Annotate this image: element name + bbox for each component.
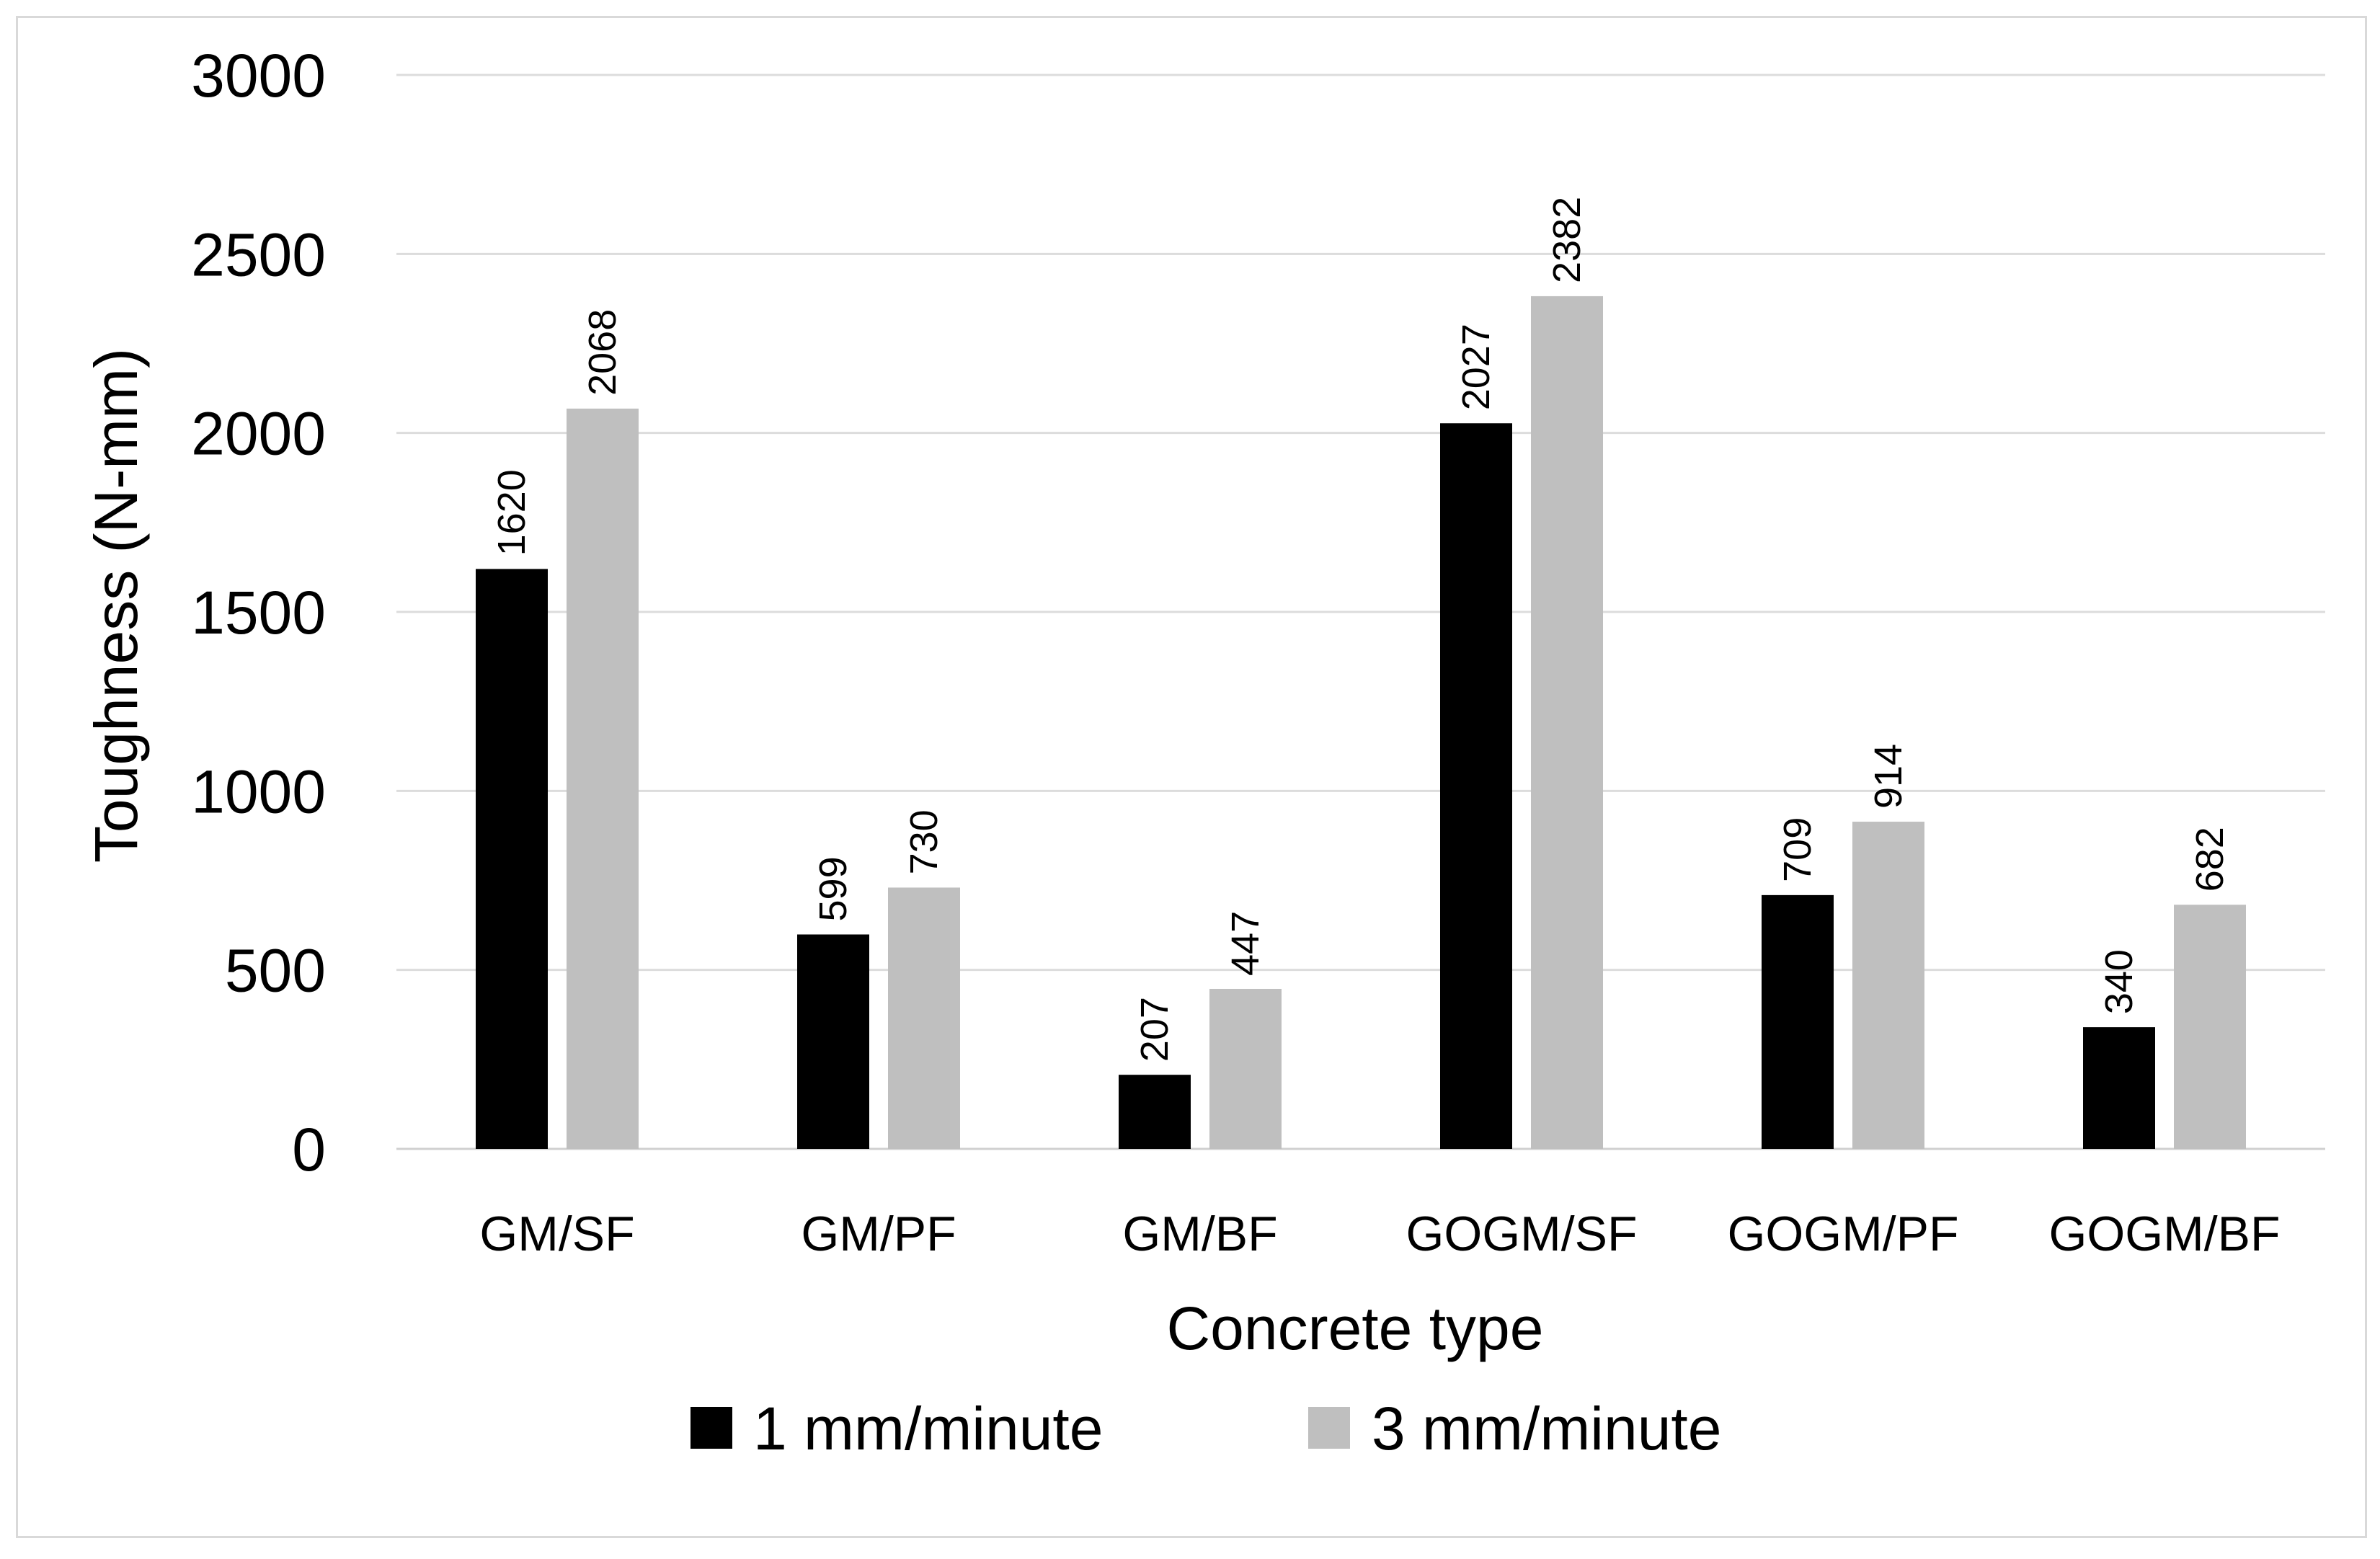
y-axis-title: Toughness (N-mm) xyxy=(82,348,150,863)
y-tick-label: 3000 xyxy=(191,42,326,110)
data-label: 447 xyxy=(1224,911,1267,976)
x-axis-categories: GM/SF GM/PF GM/BF GOGM/SF GOGM/PF GOGM/BF xyxy=(479,1207,2280,1261)
chart-frame xyxy=(16,16,2367,1538)
x-category-label: GOGM/SF xyxy=(1406,1207,1637,1261)
data-labels: 1620 2068 599 730 207 447 2027 2382 709 914 340 682 xyxy=(490,197,2232,1062)
y-tick-label: 1000 xyxy=(191,758,326,825)
bar-gm-sf-series-2 xyxy=(567,408,639,1149)
y-axis-ticks: 0 500 1000 1500 2000 2500 3000 xyxy=(191,42,326,1183)
bar-gm-pf-series-1 xyxy=(797,934,869,1149)
data-label: 340 xyxy=(2097,949,2141,1014)
y-tick-label: 0 xyxy=(292,1116,326,1183)
data-label: 730 xyxy=(902,809,946,874)
x-category-label: GM/SF xyxy=(479,1207,634,1261)
x-category-label: GM/BF xyxy=(1122,1207,1277,1261)
data-label: 709 xyxy=(1776,817,1819,882)
legend-label: 3 mm/minute xyxy=(1372,1395,1721,1462)
y-tick-label: 1500 xyxy=(191,579,326,647)
gridlines xyxy=(396,74,2325,1150)
x-category-label: GM/PF xyxy=(801,1207,956,1261)
data-label: 2382 xyxy=(1545,197,1589,283)
bars xyxy=(476,296,2246,1150)
data-label: 914 xyxy=(1867,744,1910,809)
bar-gogm-bf-series-2 xyxy=(2174,905,2246,1149)
legend: 1 mm/minute 3 mm/minute xyxy=(691,1395,1721,1462)
y-tick-label: 2000 xyxy=(191,400,326,468)
data-label: 599 xyxy=(812,856,855,921)
data-label: 207 xyxy=(1133,997,1176,1062)
legend-label: 1 mm/minute xyxy=(753,1395,1103,1462)
x-category-label: GOGM/BF xyxy=(2048,1207,2280,1261)
bar-gogm-bf-series-1 xyxy=(2083,1027,2155,1149)
x-axis-title: Concrete type xyxy=(1167,1294,1544,1362)
legend-swatch xyxy=(691,1407,732,1449)
bar-gm-sf-series-1 xyxy=(476,569,548,1149)
bar-gogm-sf-series-2 xyxy=(1531,296,1603,1150)
legend-swatch xyxy=(1308,1407,1350,1449)
y-tick-label: 2500 xyxy=(191,221,326,288)
legend-item: 1 mm/minute xyxy=(691,1395,1103,1462)
bar-gogm-pf-series-1 xyxy=(1762,894,1834,1149)
data-label: 1620 xyxy=(490,469,533,556)
legend-item: 3 mm/minute xyxy=(1308,1395,1721,1462)
data-label: 2068 xyxy=(581,309,624,396)
data-label: 682 xyxy=(2188,827,2232,892)
bar-gogm-pf-series-2 xyxy=(1852,822,1924,1149)
x-category-label: GOGM/PF xyxy=(1727,1207,1958,1261)
y-tick-label: 500 xyxy=(225,937,326,1005)
bar-gm-bf-series-2 xyxy=(1209,988,1282,1149)
bar-gm-bf-series-1 xyxy=(1119,1075,1191,1149)
data-label: 2027 xyxy=(1455,324,1498,410)
bar-gogm-sf-series-1 xyxy=(1440,423,1512,1149)
bar-gm-pf-series-2 xyxy=(888,887,960,1149)
